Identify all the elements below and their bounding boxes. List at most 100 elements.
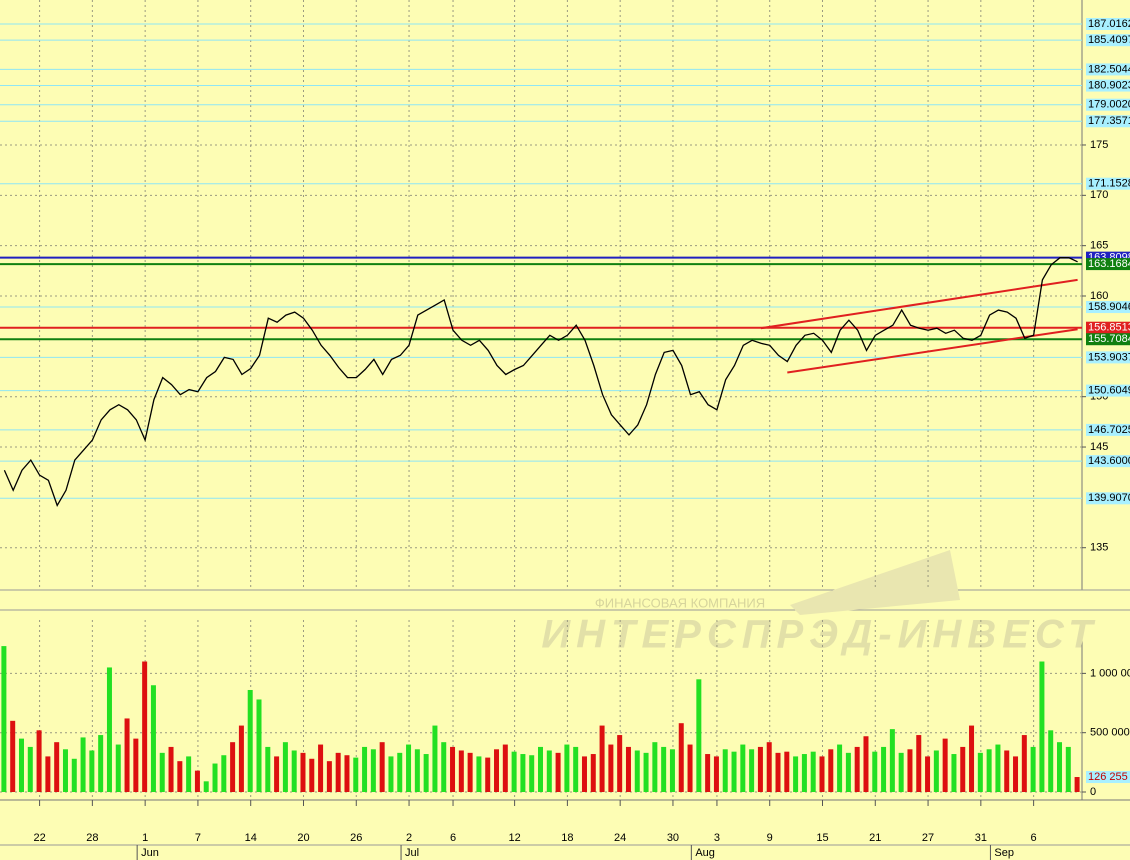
volume-bar (538, 746, 543, 792)
volume-bar (230, 742, 236, 792)
volume-bar (925, 756, 931, 792)
volume-bar (124, 718, 130, 792)
volume-bar (599, 725, 605, 792)
x-tick-label: 9 (767, 832, 773, 844)
volume-bar (494, 749, 500, 792)
volume-bar (969, 725, 975, 792)
level-label: 177.3571 (1088, 115, 1130, 127)
level-label: 143.6000 (1088, 455, 1130, 467)
volume-bar (256, 699, 262, 792)
volume-bar (282, 742, 288, 792)
volume-bar (793, 756, 799, 792)
volume-bar (450, 746, 456, 792)
volume-bar (1, 646, 7, 792)
volume-bar (749, 749, 755, 792)
x-tick-label: 24 (614, 832, 626, 844)
volume-bar (467, 752, 473, 792)
volume-bar (27, 746, 33, 792)
volume-bar (423, 754, 429, 792)
level-label: 171.1528 (1088, 178, 1130, 190)
volume-bar (977, 752, 983, 792)
volume-bar (643, 752, 649, 792)
volume-bar (546, 750, 552, 792)
volume-bar (476, 756, 482, 792)
x-tick-label: 2 (406, 832, 412, 844)
y-tick-label: 0 (1090, 786, 1096, 798)
volume-bar (1030, 746, 1036, 792)
y-tick-label: 145 (1090, 441, 1108, 453)
level-label: 163.1684 (1088, 258, 1130, 270)
volume-bar (898, 752, 904, 792)
volume-bar (1057, 742, 1063, 792)
volume-bar (775, 752, 781, 792)
volume-bar (502, 744, 508, 792)
level-label: 155.7084 (1088, 333, 1130, 345)
level-label: 153.9037 (1088, 351, 1130, 363)
y-tick-label: 175 (1090, 139, 1108, 151)
volume-bar (696, 679, 702, 792)
level-label-box (1086, 301, 1130, 314)
y-tick-label: 135 (1090, 542, 1108, 554)
level-label-box (1086, 258, 1130, 271)
volume-bar (757, 746, 763, 792)
x-tick-label: 30 (667, 832, 679, 844)
volume-bar (705, 754, 711, 792)
volume-bar (617, 735, 623, 792)
volume-bar (10, 720, 16, 792)
volume-bar (194, 770, 200, 792)
volume-bar (1004, 750, 1010, 792)
volume-bar (986, 749, 992, 792)
volume-bar (335, 752, 341, 792)
level-label-box (1086, 384, 1130, 397)
watermark-logo: ИНТЕРСПРЭД-ИНВЕСТ (541, 613, 1098, 657)
volume-bar (837, 744, 843, 792)
volume-bar (186, 756, 192, 792)
volume-bar (573, 746, 579, 792)
y-tick-label: 165 (1090, 240, 1108, 252)
x-tick-label: 15 (816, 832, 828, 844)
volume-bar (529, 755, 535, 792)
x-tick-label: 26 (350, 832, 362, 844)
volume-bar (951, 754, 957, 792)
level-label: 150.6049 (1088, 385, 1130, 397)
volume-bar (45, 756, 51, 792)
volume-bar (370, 749, 376, 792)
volume-bar (485, 757, 491, 792)
volume-bar (71, 758, 77, 792)
volume-bar (907, 749, 913, 792)
volume-bar (379, 742, 385, 792)
volume-bar (238, 725, 244, 792)
level-label-box (1086, 492, 1130, 505)
volume-bar (1074, 777, 1080, 792)
volume-bar (54, 742, 60, 792)
volume-bar (828, 749, 834, 792)
volume-bar (1048, 730, 1054, 792)
level-label: 185.4097 (1088, 34, 1130, 46)
volume-bar (916, 735, 922, 792)
volume-bar (291, 750, 297, 792)
volume-bar (511, 751, 517, 792)
volume-bar (784, 751, 790, 792)
volume-bar (62, 749, 68, 792)
x-tick-label: 20 (297, 832, 309, 844)
volume-bar (247, 689, 253, 792)
y-tick-label: 1 000 000 (1090, 667, 1130, 679)
volume-bar (942, 738, 948, 792)
volume-bar (221, 755, 227, 792)
level-label-box (1086, 455, 1130, 468)
price-line (3, 257, 1078, 507)
level-label-box (1086, 115, 1130, 128)
volume-bar (150, 685, 156, 792)
x-tick-label: 27 (922, 832, 934, 844)
x-tick-label: 7 (195, 832, 201, 844)
level-label: 187.0162 (1088, 18, 1130, 30)
volume-bar (177, 761, 183, 792)
volume-bar (1065, 746, 1071, 792)
volume-bar (106, 667, 112, 792)
trendline (760, 278, 1078, 330)
volume-bar (713, 756, 719, 792)
volume-bar (1021, 735, 1027, 792)
volume-bar (801, 754, 807, 792)
